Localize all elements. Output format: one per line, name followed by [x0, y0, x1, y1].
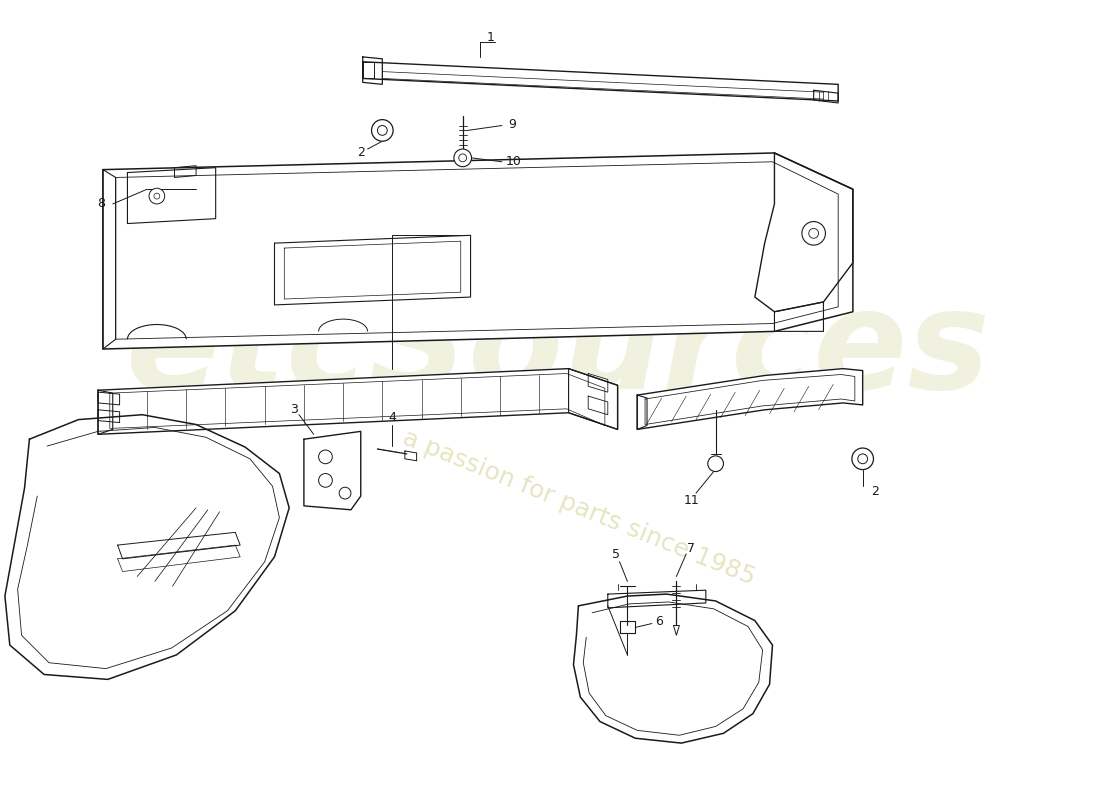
Polygon shape [98, 369, 617, 434]
Circle shape [319, 450, 332, 464]
Polygon shape [755, 153, 852, 312]
Polygon shape [363, 62, 838, 101]
Polygon shape [103, 170, 116, 349]
Polygon shape [4, 414, 289, 679]
Text: etcSources: etcSources [126, 283, 991, 418]
Polygon shape [363, 57, 383, 84]
Text: 1: 1 [486, 30, 494, 44]
Circle shape [372, 120, 393, 141]
Polygon shape [588, 374, 608, 392]
Polygon shape [98, 410, 120, 422]
Text: 2: 2 [356, 146, 365, 159]
Text: 4: 4 [388, 411, 396, 424]
Circle shape [858, 454, 868, 464]
Polygon shape [128, 168, 216, 223]
Circle shape [808, 229, 818, 238]
Text: 8: 8 [97, 198, 104, 210]
Polygon shape [118, 545, 240, 571]
Text: a passion for parts since 1985: a passion for parts since 1985 [398, 426, 758, 590]
Text: 6: 6 [654, 615, 662, 628]
Polygon shape [814, 90, 838, 103]
Polygon shape [573, 594, 772, 743]
Circle shape [154, 193, 160, 199]
Polygon shape [118, 532, 240, 559]
Circle shape [377, 126, 387, 135]
Text: 11: 11 [683, 494, 698, 507]
Polygon shape [405, 451, 417, 461]
Polygon shape [637, 395, 647, 430]
Polygon shape [637, 369, 862, 430]
Polygon shape [569, 369, 617, 430]
Text: 5: 5 [612, 548, 619, 562]
Circle shape [148, 188, 165, 204]
Polygon shape [98, 392, 120, 405]
Circle shape [339, 487, 351, 499]
Polygon shape [175, 166, 196, 178]
Circle shape [454, 149, 472, 166]
Circle shape [319, 474, 332, 487]
Circle shape [851, 448, 873, 470]
Polygon shape [275, 235, 471, 305]
Polygon shape [619, 621, 635, 634]
Text: 9: 9 [508, 118, 516, 131]
Text: 10: 10 [506, 155, 521, 168]
Circle shape [707, 456, 724, 471]
Text: 2: 2 [871, 485, 879, 498]
Circle shape [802, 222, 825, 245]
Text: 3: 3 [290, 403, 298, 416]
Circle shape [459, 154, 466, 162]
Polygon shape [103, 153, 852, 349]
Polygon shape [98, 390, 112, 434]
Polygon shape [608, 590, 706, 608]
Text: 7: 7 [688, 542, 695, 554]
Polygon shape [774, 302, 824, 331]
Polygon shape [304, 431, 361, 510]
Polygon shape [588, 396, 608, 414]
